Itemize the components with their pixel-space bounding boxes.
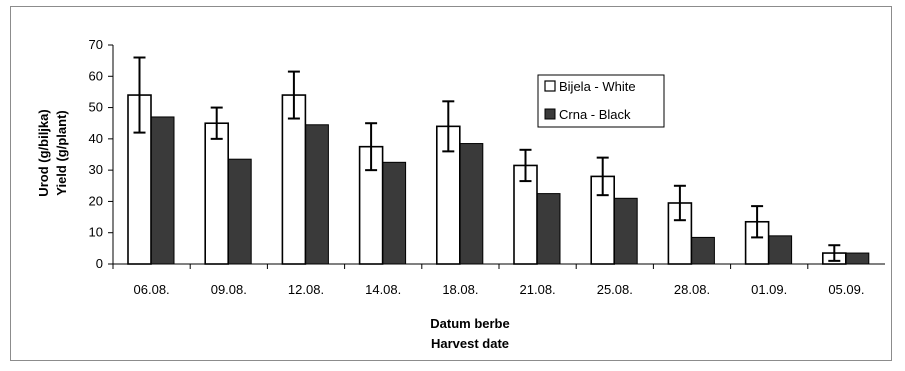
bar-black [845,252,870,265]
x-tick-label: 28.08. [674,282,710,297]
y-tick-label: 50 [89,100,103,115]
x-tick-label: 05.09. [828,282,864,297]
bar-black [382,161,407,265]
chart-frame [10,6,892,361]
legend-box [537,74,665,128]
bar-white [281,94,307,265]
y-axis-title-line1: Urod (g/biljka) [36,109,51,196]
chart-marks: 0 10 20 30 40 50 60 70 06.08. 09.08. 12.08. 14.08. 1… [89,37,885,297]
bar-black [768,235,793,265]
x-tick-label: 25.08. [597,282,633,297]
x-axis-title-line1: Datum berbe [430,316,509,331]
y-tick-label: 40 [89,131,103,146]
bar-black [227,158,252,265]
bar-black [690,236,715,265]
bar-black [536,193,561,265]
legend-label-white: Bijela - White [559,79,636,94]
legend: Bijela - White Crna - Black [537,74,665,128]
x-tick-label: 21.08. [520,282,556,297]
y-tick-label: 0 [96,256,103,271]
y-tick-label: 70 [89,37,103,52]
x-tick-label: 18.08. [442,282,478,297]
y-tick-label: 10 [89,225,103,240]
bar-black [459,143,484,265]
y-tick-label: 30 [89,162,103,177]
y-tick-label: 20 [89,193,103,208]
y-axis-title-line2: Yield (g/plant) [54,110,69,195]
x-tick-label: 14.08. [365,282,401,297]
legend-swatch-white [544,80,556,92]
bar-black [304,124,329,265]
x-tick-label: 06.08. [134,282,170,297]
bar-black [150,116,175,265]
x-tick-label: 12.08. [288,282,324,297]
legend-label-black: Crna - Black [559,107,631,122]
legend-swatch-black [544,108,556,120]
x-tick-label: 09.08. [211,282,247,297]
bar-black [613,197,638,265]
x-axis-title-line2: Harvest date [431,336,509,351]
bar-white [204,122,229,265]
y-tick-label: 60 [89,68,103,83]
x-tick-label: 01.09. [751,282,787,297]
